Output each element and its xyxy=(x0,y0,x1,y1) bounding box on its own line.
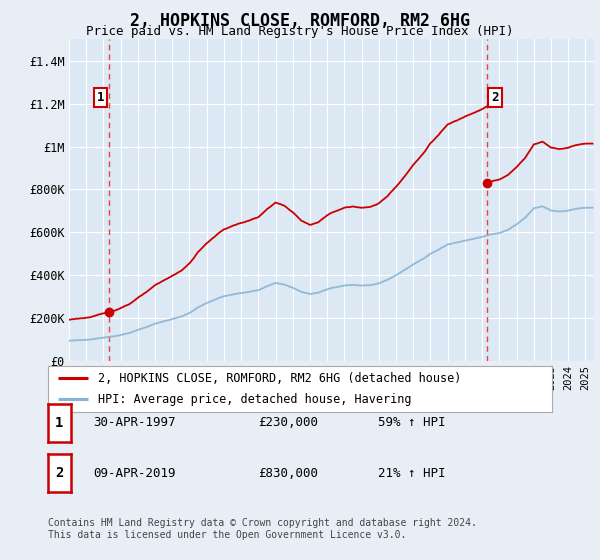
Text: HPI: Average price, detached house, Havering: HPI: Average price, detached house, Have… xyxy=(98,393,412,405)
Text: 30-APR-1997: 30-APR-1997 xyxy=(93,416,176,430)
Text: £830,000: £830,000 xyxy=(258,466,318,480)
Text: 09-APR-2019: 09-APR-2019 xyxy=(93,466,176,480)
Text: 2: 2 xyxy=(491,91,499,104)
Text: Price paid vs. HM Land Registry's House Price Index (HPI): Price paid vs. HM Land Registry's House … xyxy=(86,25,514,38)
Text: 2, HOPKINS CLOSE, ROMFORD, RM2 6HG (detached house): 2, HOPKINS CLOSE, ROMFORD, RM2 6HG (deta… xyxy=(98,372,462,385)
Text: 59% ↑ HPI: 59% ↑ HPI xyxy=(378,416,445,430)
Text: £230,000: £230,000 xyxy=(258,416,318,430)
Text: Contains HM Land Registry data © Crown copyright and database right 2024.
This d: Contains HM Land Registry data © Crown c… xyxy=(48,518,477,540)
Text: 1: 1 xyxy=(55,416,64,430)
Text: 2: 2 xyxy=(55,466,64,480)
Text: 1: 1 xyxy=(97,91,104,104)
Text: 2, HOPKINS CLOSE, ROMFORD, RM2 6HG: 2, HOPKINS CLOSE, ROMFORD, RM2 6HG xyxy=(130,12,470,30)
Text: 21% ↑ HPI: 21% ↑ HPI xyxy=(378,466,445,480)
